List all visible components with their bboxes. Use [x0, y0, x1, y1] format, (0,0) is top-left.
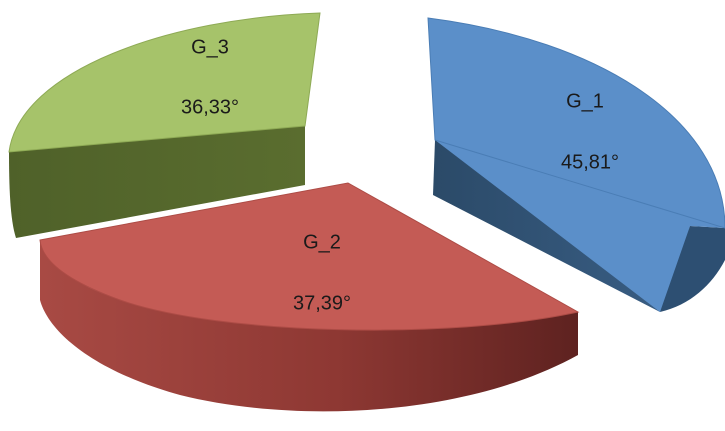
slice-g3-top	[8, 12, 321, 153]
slice-g2: G_2 37,39°	[39, 182, 580, 412]
slice-g1-name-label: G_1	[566, 90, 604, 112]
slice-g1: G_1 45,81°	[427, 17, 725, 312]
slice-g3-side	[9, 126, 305, 238]
slice-g2-value-label: 37,39°	[293, 292, 351, 314]
slice-g2-top	[39, 182, 580, 331]
slice-g3-name-label: G_3	[191, 36, 229, 58]
slice-g3: G_3 36,33°	[8, 12, 321, 238]
slice-g1-value-label: 45,81°	[561, 151, 619, 173]
slice-g3-value-label: 36,33°	[181, 96, 239, 118]
slice-g1-side-outer	[660, 226, 725, 312]
slice-g1-top-face	[427, 17, 725, 229]
slice-g2-name-label: G_2	[303, 231, 341, 253]
